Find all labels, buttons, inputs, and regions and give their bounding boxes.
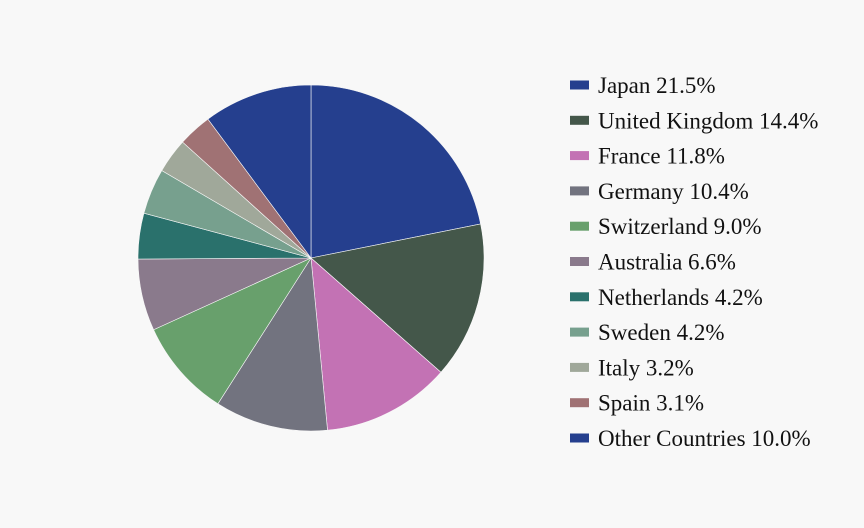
legend-label-germany: Germany 10.4% (598, 179, 749, 204)
legend-item-sweden: Sweden 4.2% (570, 320, 724, 345)
legend-swatch-italy (570, 362, 589, 372)
legend-swatch-sweden (570, 327, 589, 337)
legend-label-united-kingdom: United Kingdom 14.4% (598, 108, 818, 133)
legend-item-united-kingdom: United Kingdom 14.4% (570, 108, 818, 133)
legend-item-netherlands: Netherlands 4.2% (570, 285, 763, 310)
pie-slices (137, 84, 485, 432)
legend-label-australia: Australia 6.6% (598, 250, 736, 275)
legend-item-australia: Australia 6.6% (570, 250, 736, 275)
legend-item-france: France 11.8% (570, 144, 725, 169)
legend-item-switzerland: Switzerland 9.0% (570, 214, 762, 239)
legend-swatch-united-kingdom (570, 115, 589, 125)
legend-item-other-countries: Other Countries 10.0% (570, 426, 811, 451)
legend-swatch-germany (570, 186, 589, 196)
pie-slice-united-kingdom (310, 223, 485, 373)
legend-swatch-france (570, 151, 589, 161)
legend-swatch-netherlands (570, 292, 589, 302)
legend-item-germany: Germany 10.4% (570, 179, 749, 204)
pie-slice-switzerland (153, 257, 312, 405)
legend-item-italy: Italy 3.2% (570, 355, 694, 380)
legend: Japan 21.5% United Kingdom 14.4% France 11… (570, 73, 818, 451)
legend-label-japan: Japan 21.5% (598, 73, 716, 98)
legend-swatch-australia (570, 257, 589, 266)
legend-label-switzerland: Switzerland 9.0% (598, 214, 762, 239)
pie-slice-japan (310, 84, 481, 259)
legend-label-sweden: Sweden 4.2% (598, 320, 724, 345)
pie-slice-other-countries (207, 84, 312, 259)
legend-label-other-countries: Other Countries 10.0% (598, 426, 811, 451)
legend-swatch-switzerland (570, 221, 589, 231)
legend-label-netherlands: Netherlands 4.2% (598, 285, 763, 310)
legend-swatch-other-countries (570, 433, 589, 443)
legend-label-spain: Spain 3.1% (598, 391, 704, 416)
legend-item-spain: Spain 3.1% (570, 391, 704, 416)
legend-swatch-spain (570, 398, 589, 408)
pie-slice-france (310, 257, 442, 431)
pie-slice-germany (217, 257, 328, 432)
legend-item-japan: Japan 21.5% (570, 73, 716, 98)
legend-swatch-japan (570, 80, 589, 90)
legend-label-france: France 11.8% (598, 144, 725, 169)
legend-label-italy: Italy 3.2% (598, 355, 694, 380)
